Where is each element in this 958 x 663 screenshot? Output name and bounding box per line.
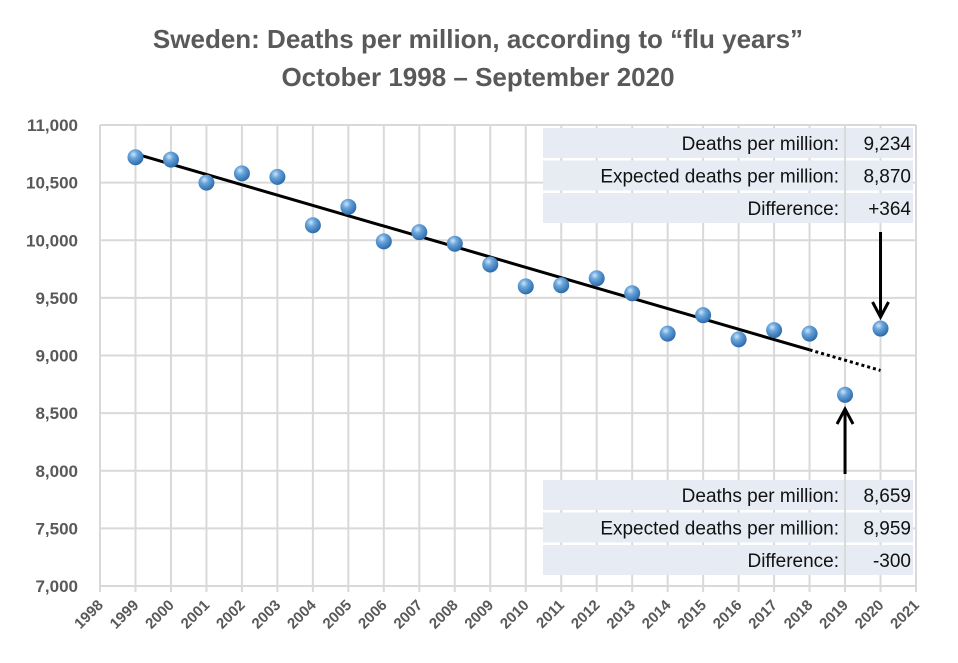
arrow-head-down-icon	[871, 301, 890, 321]
annotation-value-cell	[846, 160, 913, 191]
data-point	[411, 224, 428, 241]
data-point	[233, 165, 250, 182]
x-tick-label: 2020	[852, 597, 888, 633]
annotation-label-cell	[543, 193, 844, 223]
x-tick-label: 2021	[887, 597, 923, 633]
annotation-label-cell	[543, 512, 844, 543]
y-tick-label: 7,500	[35, 519, 78, 538]
x-tick-label: 2002	[213, 597, 249, 633]
annotation-value-cell	[846, 193, 913, 223]
annotation-label: Expected deaths per million:	[600, 167, 839, 188]
data-point	[872, 320, 889, 337]
data-point	[162, 151, 179, 168]
annotation-value-cell	[846, 545, 913, 575]
annotation-value: 9,234	[863, 134, 911, 155]
data-point	[553, 277, 570, 294]
x-tick-label: 2004	[284, 596, 320, 632]
x-tick-label: 1998	[71, 597, 107, 633]
data-point	[695, 307, 712, 324]
trend-line-projection	[809, 348, 881, 372]
x-tick-label: 2015	[674, 597, 710, 633]
x-tick-label: 2017	[745, 597, 781, 633]
x-tick-label: 2012	[568, 597, 604, 633]
x-tick-label: 2011	[533, 597, 568, 632]
y-tick-label: 7,000	[35, 577, 78, 596]
y-tick-label: 8,500	[35, 404, 78, 423]
annotation-label: Expected deaths per million:	[600, 519, 839, 540]
y-tick-label: 9,000	[35, 347, 78, 366]
x-tick-label: 2016	[710, 597, 746, 633]
annotation-value: 8,870	[863, 167, 911, 188]
annotation-label-cell	[543, 160, 844, 191]
data-point	[127, 149, 144, 166]
annotations: Deaths per million: 9,234 Expected deaths …	[543, 128, 913, 575]
data-point	[624, 285, 641, 302]
arrow-head-up-icon	[835, 405, 855, 425]
data-point	[269, 168, 286, 185]
annotation-label-cell	[543, 545, 844, 575]
chart-subtitle: October 1998 – September 2020	[281, 62, 674, 92]
data-point	[801, 325, 818, 342]
annotation-label-cell	[543, 128, 844, 158]
x-axis: 1998 1999 2000 2001 2002 2003 2004 2005 2006 2007…	[71, 596, 923, 632]
annotation-2019: Deaths per million: 8,659 Expected deaths …	[543, 480, 913, 575]
annotation-value-cell	[846, 512, 913, 543]
y-tick-label: 10,000	[26, 231, 78, 250]
x-tick-label: 2007	[391, 597, 427, 633]
x-tick-label: 2009	[461, 597, 497, 633]
x-tick-label: 2014	[639, 596, 675, 632]
annotation-label: Deaths per million:	[682, 486, 839, 507]
data-point	[198, 174, 215, 191]
x-tick-label: 2010	[497, 597, 533, 633]
data-point	[340, 198, 357, 215]
x-tick-label: 2018	[781, 597, 817, 633]
data-point	[517, 278, 534, 295]
chart-title: Sweden: Deaths per million, according to…	[153, 24, 803, 54]
y-tick-label: 9,500	[35, 289, 78, 308]
annotation-value: -300	[873, 551, 911, 572]
data-point	[659, 325, 676, 342]
data-point	[446, 235, 463, 252]
annotation-label: Difference:	[747, 199, 839, 220]
x-tick-label: 2005	[320, 597, 356, 633]
x-tick-label: 2000	[142, 597, 178, 633]
x-tick-label: 2001	[178, 597, 214, 633]
data-point	[588, 270, 605, 287]
y-tick-label: 10,500	[26, 174, 78, 193]
annotation-value-cell	[846, 128, 913, 158]
y-tick-label: 8,000	[35, 462, 78, 481]
data-points	[127, 149, 889, 403]
annotation-value-cell	[846, 480, 913, 510]
annotation-2020: Deaths per million: 9,234 Expected deaths …	[543, 128, 913, 223]
annotation-label: Difference:	[747, 551, 839, 572]
annotation-value: +364	[868, 199, 911, 220]
annotation-label-cell	[543, 480, 844, 510]
data-point	[375, 233, 392, 250]
annotation-value: 8,659	[863, 486, 911, 507]
x-tick-label: 2003	[249, 597, 285, 633]
x-tick-label: 2019	[816, 597, 852, 633]
data-point	[766, 322, 783, 339]
data-point	[304, 217, 321, 234]
x-tick-label: 2006	[355, 597, 391, 633]
x-tick-label: 2008	[426, 597, 462, 633]
data-point	[482, 256, 499, 273]
y-tick-label: 11,000	[27, 116, 78, 135]
y-axis: 7,000 7,500 8,000 8,500 9,000 9,500 10,000 10,5…	[26, 116, 78, 596]
annotation-value: 8,959	[863, 519, 911, 540]
x-tick-label: 1999	[107, 597, 143, 633]
annotation-label: Deaths per million:	[682, 134, 839, 155]
data-point	[837, 386, 854, 403]
data-point	[730, 331, 747, 348]
x-tick-label: 2013	[603, 597, 639, 633]
